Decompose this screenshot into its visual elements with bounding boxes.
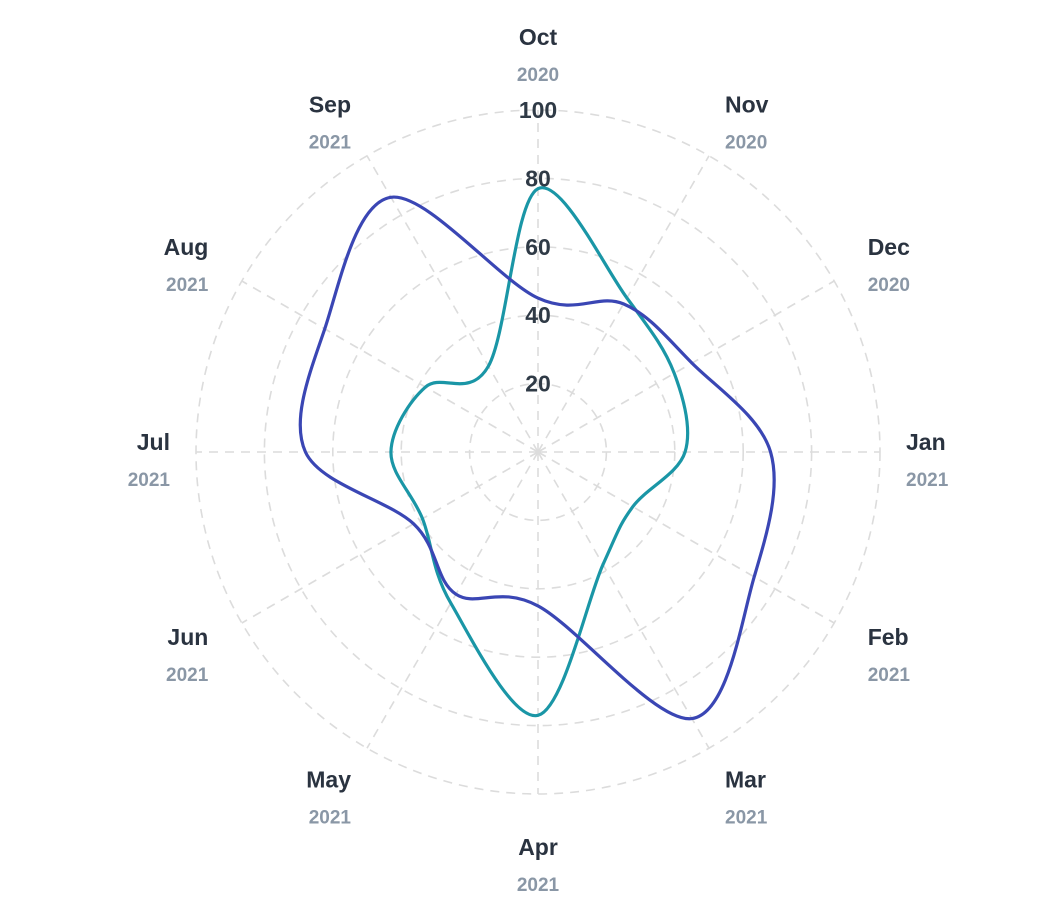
series-2-point-jun [411, 521, 417, 527]
grid-spoke-aug [241, 280, 539, 453]
category-year-label: 2021 [128, 470, 171, 491]
category-month-label: Mar [725, 767, 766, 793]
category-label-sep: Sep 2021 [309, 91, 352, 153]
series-1-point-feb [630, 504, 636, 510]
category-month-label: Apr [518, 834, 558, 860]
series-2-point-jan [768, 449, 774, 455]
category-year-label: 2020 [517, 65, 559, 86]
grid-spoke-jun [241, 451, 539, 624]
category-year-label: 2021 [309, 808, 352, 829]
grid-spoke-dec [537, 280, 835, 453]
grid-spoke-feb [537, 451, 835, 624]
series-1-point-may [448, 600, 454, 606]
series-1-point-sep [485, 363, 491, 369]
category-label-dec: Dec 2020 [868, 234, 910, 296]
grid-ring-3 [331, 246, 744, 658]
radial-tick-label: 80 [525, 165, 551, 191]
series-2-point-nov [621, 301, 627, 307]
series-1-line [389, 186, 690, 717]
series-1-point-dec [671, 370, 677, 376]
grid [195, 109, 881, 795]
series-2-point-sep [388, 194, 394, 200]
category-year-label: 2021 [309, 132, 352, 153]
grid-spoke-nov [537, 155, 710, 453]
series-2-point-oct [535, 295, 541, 301]
category-year-label: 2021 [517, 875, 560, 896]
category-month-label: Jul [137, 429, 170, 455]
category-label-feb: Feb 2021 [868, 624, 911, 686]
series-2-point-feb [751, 574, 757, 580]
series-1-point-jul [388, 449, 394, 455]
category-year-label: 2021 [166, 275, 209, 296]
category-month-label: May [306, 767, 351, 793]
series-1-point-aug [422, 384, 428, 390]
category-label-apr: Apr 2021 [517, 834, 560, 896]
category-year-label: 2021 [906, 470, 949, 491]
category-month-label: Sep [309, 91, 351, 117]
category-year-label: 2021 [725, 808, 768, 829]
category-label-may: May 2021 [306, 767, 351, 829]
series-2-point-apr [535, 603, 541, 609]
category-label-nov: Nov 2020 [725, 91, 769, 153]
series-1-point-jun [419, 516, 425, 522]
radial-tick-label: 40 [525, 302, 551, 328]
series-1-point-apr [535, 712, 541, 718]
grid-spoke-may [366, 451, 539, 749]
category-month-label: Feb [868, 624, 909, 650]
category-label-oct: Oct 2020 [517, 24, 559, 86]
grid-spoke-sep [366, 155, 539, 453]
radial-axis-ticks: 20 40 60 80 100 [519, 97, 557, 397]
series-2-point-jul [302, 449, 308, 455]
category-labels: Oct 2020 Nov 2020 Dec 2020 Jan 2021 Feb 2021 Mar 20… [128, 24, 949, 896]
series-2 [298, 194, 776, 722]
grid-spoke-mar [537, 451, 710, 749]
category-label-jun: Jun 2021 [166, 624, 209, 686]
category-month-label: Jun [167, 624, 208, 650]
radial-tick-label: 100 [519, 97, 557, 123]
series-2-point-aug [322, 326, 328, 332]
category-label-jan: Jan 2021 [906, 429, 949, 491]
series-2-point-may [453, 591, 459, 597]
series-1-point-jan [682, 449, 688, 455]
category-month-label: Oct [519, 24, 558, 50]
category-label-jul: Jul 2021 [128, 429, 171, 491]
category-month-label: Dec [868, 234, 910, 260]
series-2-point-dec [689, 360, 695, 366]
series-2-line [298, 195, 776, 721]
category-year-label: 2020 [725, 132, 767, 153]
category-label-mar: Mar 2021 [725, 767, 768, 829]
category-year-label: 2021 [166, 665, 209, 686]
series-1 [388, 186, 690, 718]
category-month-label: Jan [906, 429, 946, 455]
series-1-point-nov [624, 295, 630, 301]
category-month-label: Nov [725, 91, 769, 117]
category-year-label: 2020 [868, 275, 910, 296]
category-year-label: 2021 [868, 665, 911, 686]
radial-tick-label: 20 [525, 371, 551, 397]
category-month-label: Aug [164, 234, 209, 260]
radial-tick-label: 60 [525, 234, 551, 260]
series-2-point-mar [689, 716, 695, 722]
series-layer [298, 186, 776, 722]
category-label-aug: Aug 2021 [164, 234, 209, 296]
series-1-point-mar [600, 562, 606, 568]
